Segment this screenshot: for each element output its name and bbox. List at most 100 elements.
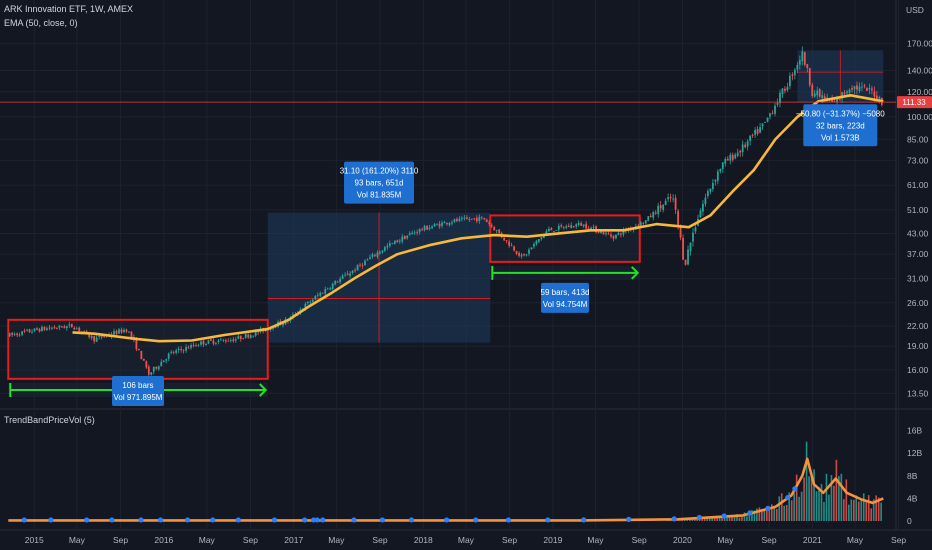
candle-body — [535, 240, 538, 245]
candle-body — [53, 327, 56, 329]
range1-label-box — [112, 376, 165, 406]
candle-body — [721, 162, 724, 169]
candle-body — [331, 283, 334, 290]
candle-body — [677, 210, 679, 225]
candle-body — [381, 250, 384, 253]
candle-body — [441, 222, 443, 226]
candle-body — [798, 60, 801, 65]
candle-body — [873, 91, 876, 97]
candle-body — [664, 200, 667, 206]
candle-body — [567, 225, 570, 228]
candle-body — [465, 217, 468, 220]
volume-bar — [810, 474, 813, 521]
volume-bar — [828, 494, 830, 521]
range3-arrow-head — [631, 266, 640, 280]
candle-body — [215, 342, 217, 344]
candle-body — [600, 231, 602, 233]
candle-body — [771, 112, 774, 114]
candle-body — [428, 227, 431, 230]
range4-label-text: −50.80 (−31.37%) −5080 — [796, 109, 885, 118]
price-tick-label: 100.00 — [907, 112, 932, 122]
candle-body — [200, 341, 202, 345]
candle-body — [46, 328, 48, 331]
volume-bar — [688, 518, 691, 521]
volume-bar — [696, 519, 699, 521]
candle-body — [704, 197, 707, 205]
candle-body — [528, 249, 530, 254]
volume-bar — [823, 501, 825, 521]
candle-body — [766, 117, 769, 122]
candle-body — [21, 331, 24, 335]
price-line: 111.33 — [0, 96, 932, 109]
candle-body — [162, 360, 165, 363]
price-tick-label: 61.00 — [907, 180, 929, 190]
candle-body — [654, 212, 657, 214]
candle-body — [73, 327, 76, 330]
volume-bar — [756, 508, 758, 521]
volume-bar — [701, 517, 704, 521]
candle-body — [272, 327, 274, 329]
volume-bar — [867, 495, 870, 521]
candle-body — [716, 171, 719, 181]
range2-label-text: 93 bars, 651d — [355, 179, 404, 188]
candle-body — [813, 93, 816, 97]
candle-body — [239, 335, 242, 339]
volume-bar — [875, 495, 877, 521]
range2-label-box — [344, 161, 415, 204]
candle-body — [202, 340, 205, 345]
candle-body — [781, 88, 784, 94]
volume-bar — [815, 491, 818, 521]
candle-body — [856, 85, 858, 90]
candle-body — [329, 288, 332, 290]
candle-body — [461, 217, 463, 219]
volume-signal-dot — [235, 517, 241, 523]
time-tick-label: Sep — [761, 535, 776, 545]
price-tick-label: 31.00 — [907, 274, 929, 284]
candle-body — [145, 361, 148, 368]
candle-body — [585, 223, 588, 229]
volume-signal-dot — [157, 517, 164, 523]
candle-body — [65, 326, 68, 329]
volume-bar — [880, 502, 882, 521]
price-tick-label: 26.00 — [907, 298, 929, 308]
time-tick-label: Sep — [113, 535, 128, 545]
candle-body — [562, 227, 565, 229]
candle-body — [674, 197, 677, 210]
candle-body — [672, 198, 675, 200]
volume-signal-dot — [505, 517, 512, 523]
candle-body — [806, 64, 809, 68]
candles — [8, 46, 883, 377]
candle-body — [170, 351, 173, 353]
volume-signal-dot — [379, 517, 385, 523]
candle-body — [731, 154, 734, 160]
candle-body — [754, 130, 757, 135]
volume-bar — [763, 510, 766, 521]
candle-body — [172, 352, 175, 353]
candle-body — [58, 325, 61, 328]
candle-body — [103, 336, 106, 338]
candle-body — [155, 366, 158, 369]
candle-body — [793, 69, 796, 76]
candle-body — [70, 323, 73, 328]
candle-body — [274, 327, 277, 328]
volume-signal-dot — [581, 517, 587, 523]
time-tick-label: May — [328, 535, 345, 545]
candle-body — [100, 335, 103, 338]
range4-label-box — [803, 104, 878, 147]
candle-body — [550, 228, 553, 231]
candle-body — [393, 240, 396, 244]
candle-body — [483, 217, 486, 220]
candle-body — [356, 265, 359, 271]
candle-body — [135, 339, 138, 350]
candle-body — [875, 95, 878, 99]
candle-body — [334, 280, 337, 285]
volume-bar — [731, 516, 733, 521]
candle-body — [16, 333, 19, 336]
volume-tick-label: 8B — [907, 471, 918, 481]
candle-body — [689, 242, 692, 252]
candle-body — [316, 295, 319, 296]
candle-body — [560, 225, 563, 227]
candle-body — [177, 348, 180, 351]
volume-bar — [766, 510, 768, 521]
